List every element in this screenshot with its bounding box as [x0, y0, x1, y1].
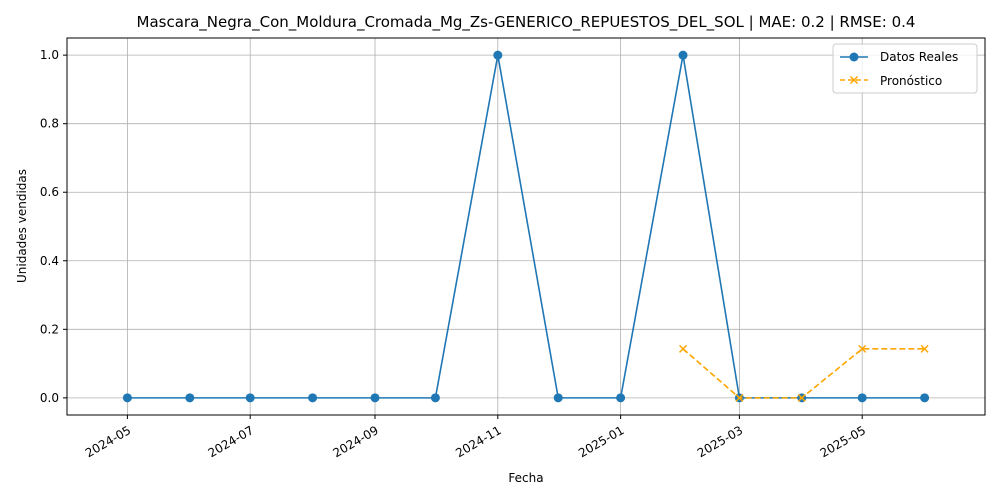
series [122, 50, 930, 403]
y-tick-label: 0.8 [40, 117, 59, 131]
series-line-datos-reales [127, 54, 925, 399]
x-axis-label: Fecha [508, 471, 543, 485]
x-tick-label: 2024-07 [206, 423, 256, 460]
x-tick-label: 2024-11 [453, 423, 503, 460]
x-tick-label: 2024-09 [330, 423, 380, 460]
data-point-datos-reales [553, 393, 563, 403]
x-tick-label: 2025-03 [695, 423, 745, 460]
grid [67, 38, 985, 415]
y-tick-label: 0.6 [40, 185, 59, 199]
data-point-pronostico [678, 344, 688, 353]
x-tick-label: 2024-05 [83, 423, 133, 460]
legend: Datos Reales Pronóstico [832, 43, 978, 94]
data-point-datos-reales [245, 393, 255, 403]
series-line-pronostico [682, 348, 925, 399]
y-tick-label: 0.4 [40, 254, 59, 268]
data-point-datos-reales [857, 393, 867, 403]
data-point-datos-reales [616, 393, 626, 403]
data-point-pronostico [797, 393, 806, 402]
data-point-datos-reales [122, 393, 132, 403]
chart-title: Mascara_Negra_Con_Moldura_Cromada_Mg_Zs-… [137, 13, 916, 32]
legend-box [832, 43, 978, 94]
data-point-datos-reales [430, 393, 440, 403]
legend-label-pronostico: Pronóstico [880, 74, 942, 88]
x-tick-label: 2025-01 [576, 423, 626, 460]
data-point-datos-reales [185, 393, 195, 403]
y-tick-label: 1.0 [40, 48, 59, 62]
data-point-datos-reales [308, 393, 318, 403]
y-tick-label: 0.2 [40, 322, 59, 336]
data-point-datos-reales [678, 50, 688, 60]
y-tick-label: 0.0 [40, 391, 59, 405]
plot-frame [66, 37, 986, 416]
legend-label-datos-reales: Datos Reales [880, 50, 958, 64]
data-point-datos-reales [920, 393, 930, 403]
data-point-datos-reales [370, 393, 380, 403]
data-point-pronostico [735, 393, 744, 402]
y-axis-label: Unidades vendidas [15, 169, 29, 283]
data-point-pronostico [920, 344, 929, 353]
data-point-datos-reales [493, 50, 503, 60]
data-point-pronostico [858, 344, 867, 353]
x-tick-label: 2025-05 [818, 423, 868, 460]
legend-marker-pronostico [849, 75, 859, 85]
legend-marker-datos-reales [849, 52, 859, 62]
